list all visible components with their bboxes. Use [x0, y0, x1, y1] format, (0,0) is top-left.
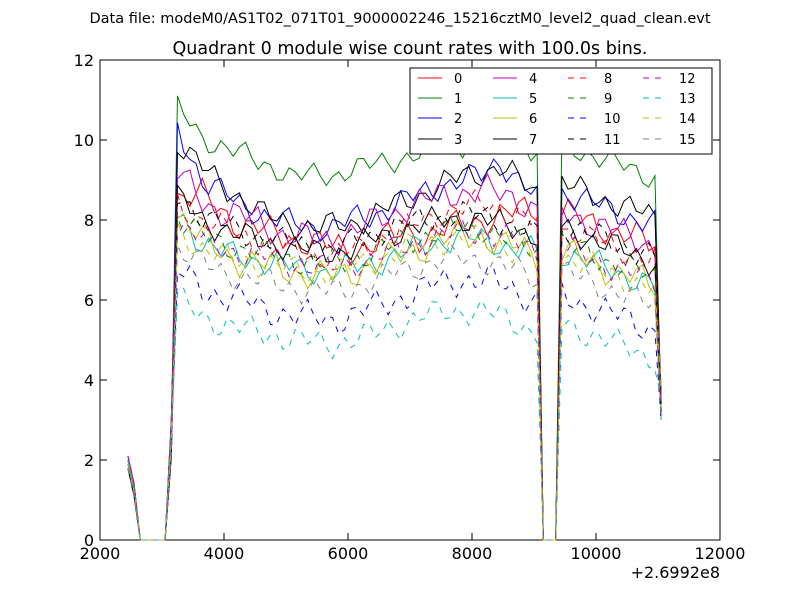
chart-title: Quadrant 0 module wise count rates with … — [173, 39, 648, 59]
series-line-8 — [127, 188, 662, 541]
series-line-3 — [127, 146, 662, 541]
y-tick-label: 10 — [74, 131, 94, 150]
legend-label-10: 10 — [604, 112, 621, 127]
x-tick-label: 10000 — [571, 544, 622, 563]
series-line-0 — [127, 176, 662, 541]
figure-suptitle: Data file: modeM0/AS1T02_071T01_90000022… — [89, 11, 710, 27]
legend-frame — [409, 67, 713, 155]
legend-label-7: 7 — [529, 133, 537, 148]
legend-label-2: 2 — [454, 112, 462, 127]
y-tick-label: 6 — [84, 291, 94, 310]
y-tick-label: 2 — [84, 451, 94, 470]
x-tick-label: 8000 — [452, 544, 493, 563]
legend-label-1: 1 — [454, 92, 462, 107]
legend-label-11: 11 — [604, 133, 621, 148]
y-tick-label: 0 — [84, 531, 94, 550]
x-offset-label: +2.6992e8 — [631, 563, 720, 582]
legend-label-5: 5 — [529, 92, 537, 107]
series-line-4 — [127, 169, 662, 541]
series-layer — [127, 95, 662, 541]
x-tick-label: 4000 — [204, 544, 245, 563]
x-tick-label: 12000 — [695, 544, 746, 563]
series-line-15 — [127, 242, 662, 541]
legend-label-15: 15 — [679, 133, 696, 148]
legend-label-0: 0 — [454, 72, 462, 87]
legend-label-3: 3 — [454, 133, 462, 148]
legend-label-8: 8 — [604, 72, 612, 87]
y-tick-label: 8 — [84, 211, 94, 230]
series-line-5 — [127, 214, 662, 541]
legend-label-6: 6 — [529, 112, 537, 127]
series-line-14 — [127, 222, 662, 541]
legend-label-12: 12 — [679, 72, 696, 87]
series-line-10 — [127, 264, 662, 541]
legend-label-14: 14 — [679, 112, 696, 127]
x-tick-label: 2000 — [80, 544, 121, 563]
y-tick-label: 4 — [84, 371, 94, 390]
series-line-2 — [127, 122, 662, 541]
legend-label-9: 9 — [604, 92, 612, 107]
y-tick-label: 12 — [74, 51, 94, 70]
series-line-6 — [127, 212, 662, 541]
series-line-7 — [127, 183, 662, 541]
series-line-9 — [127, 216, 662, 541]
series-line-11 — [127, 200, 662, 541]
legend-label-13: 13 — [679, 92, 696, 107]
legend-label-4: 4 — [529, 72, 537, 87]
x-tick-label: 6000 — [328, 544, 369, 563]
